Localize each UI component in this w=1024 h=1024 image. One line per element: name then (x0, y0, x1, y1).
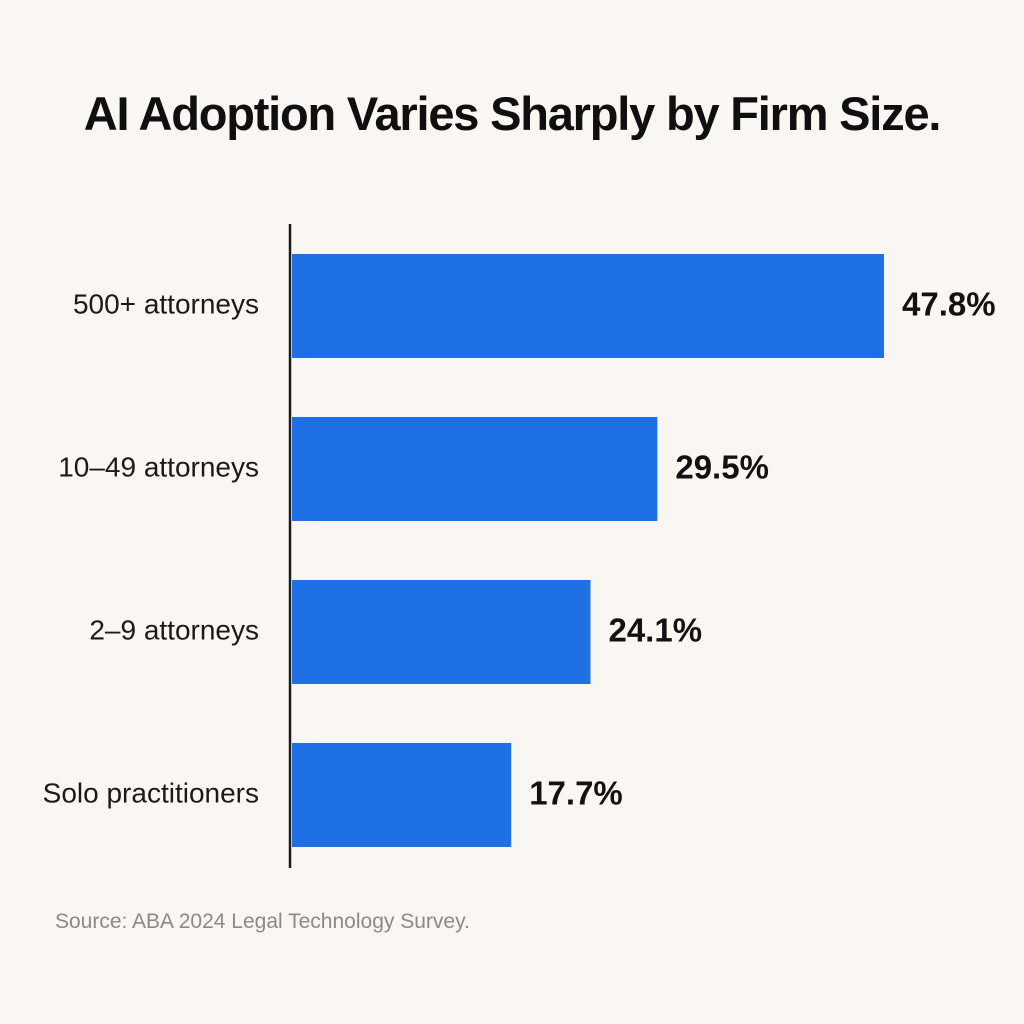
category-label: 10–49 attorneys (58, 451, 259, 482)
value-label: 24.1% (608, 612, 702, 649)
bar (292, 417, 658, 521)
category-label: 500+ attorneys (73, 288, 259, 319)
bars-group: 500+ attorneys 47.8% 10–49 attorneys 29.5% 2… (43, 254, 996, 847)
bar (292, 743, 512, 847)
value-label: 17.7% (529, 775, 623, 812)
bar (292, 254, 884, 358)
value-label: 29.5% (675, 449, 769, 486)
category-label: 2–9 attorneys (89, 614, 259, 645)
chart-title: AI Adoption Varies Sharply by Firm Size. (83, 87, 942, 140)
value-label: 47.8% (902, 286, 996, 323)
source-note: Source: ABA 2024 Legal Technology Survey… (55, 910, 470, 933)
bar (292, 580, 591, 684)
category-label: Solo practitioners (43, 777, 259, 808)
